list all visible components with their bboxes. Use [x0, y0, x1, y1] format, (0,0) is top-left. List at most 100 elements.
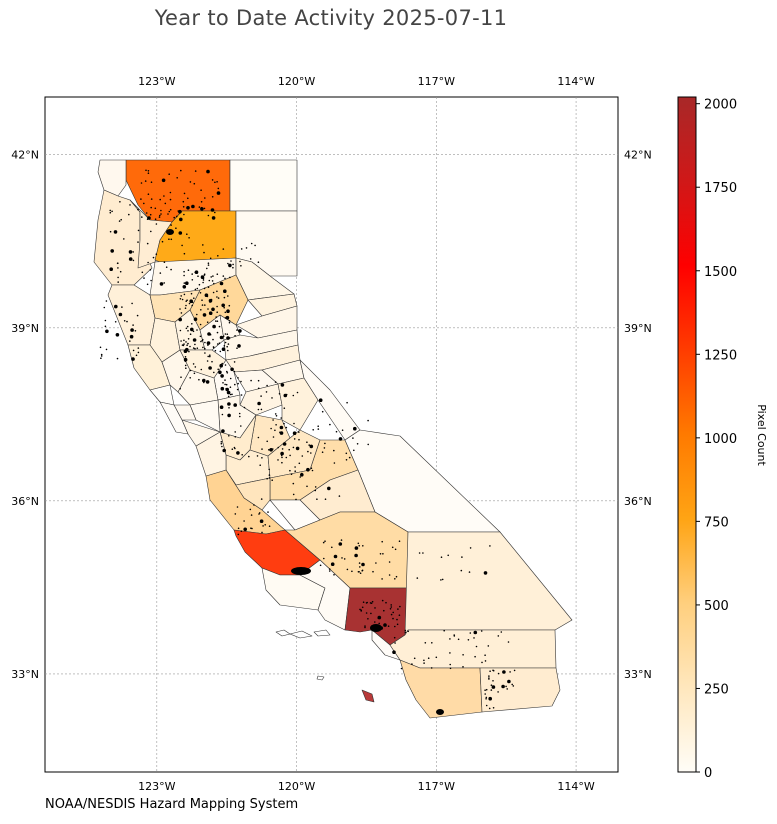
fire-detection [396, 623, 399, 626]
fire-detection [152, 256, 155, 259]
fire-detection [220, 386, 225, 391]
fire-detection [484, 660, 487, 662]
fire-detection [187, 348, 189, 351]
fire-detection [194, 347, 196, 350]
fire-detection [137, 241, 139, 243]
fire-detection [324, 540, 326, 542]
fire-detection [164, 202, 167, 205]
fire-detection [132, 324, 134, 326]
fire-detection [189, 181, 192, 183]
fire-detection [143, 277, 145, 279]
fire-detection [216, 296, 218, 298]
fire-detection [236, 329, 238, 331]
fire-detection [298, 438, 300, 441]
fire-detection [119, 270, 122, 273]
fire-detection [228, 263, 232, 268]
fire-detection [290, 473, 293, 476]
fire-detection [314, 486, 317, 488]
fire-detection [308, 444, 311, 446]
fire-detection [150, 230, 152, 233]
fire-detection [181, 298, 184, 301]
fire-detection [413, 657, 416, 660]
fire-detection [485, 688, 488, 691]
fire-detection [294, 466, 296, 468]
fire-detection [295, 446, 300, 451]
fire-detection [400, 667, 403, 670]
fire-detection [392, 617, 394, 620]
fire-detection [103, 306, 106, 309]
fire-detection [369, 602, 372, 604]
fire-detection [341, 429, 344, 432]
fire-detection [480, 630, 483, 632]
fire-detection [192, 347, 195, 349]
fire-detection [203, 274, 206, 276]
fire-detection [206, 169, 210, 174]
fire-detection [249, 258, 252, 260]
fire-detection [488, 707, 491, 710]
fire-detection [240, 425, 242, 427]
fire-detection [211, 280, 214, 282]
fire-detection [424, 642, 427, 644]
fire-detection [330, 562, 335, 566]
fire-detection [219, 335, 224, 340]
fire-detection [118, 220, 121, 222]
fire-detection [316, 498, 318, 501]
fire-detection [184, 364, 187, 367]
fire-detection [280, 451, 284, 456]
fire-detection [461, 556, 463, 558]
fire-detection [211, 179, 214, 181]
fire-detection [346, 568, 349, 571]
fire-detection [207, 264, 210, 266]
fire-detection [199, 335, 202, 338]
fire-detection [245, 247, 248, 249]
fire-detection [183, 274, 185, 277]
fire-detection [228, 304, 231, 307]
fire-detection [200, 189, 202, 191]
fire-detection [374, 607, 376, 609]
latitude-labels-left: 42°N 39°N 36°N 33°N [11, 149, 39, 681]
fire-detection [222, 275, 225, 277]
fire-detection [260, 395, 262, 397]
lon-label-top: 114°W [557, 75, 594, 88]
fire-detection [147, 170, 150, 172]
fire-detection [149, 269, 152, 271]
fire-detection [104, 319, 107, 322]
fire-detection [335, 430, 338, 433]
fire-detection [144, 180, 147, 182]
fire-detection [212, 324, 216, 329]
fire-detection [116, 357, 119, 360]
fire-detection [236, 506, 239, 508]
fire-detection [240, 248, 243, 250]
fire-detection [395, 575, 398, 578]
fire-detection [201, 275, 203, 277]
fire-detection [126, 320, 128, 323]
fire-detection [268, 449, 270, 451]
fire-detection [511, 683, 513, 686]
fire-detection [117, 281, 119, 283]
fire-detection [137, 347, 140, 349]
fire-detection [185, 327, 188, 330]
fire-detection [208, 366, 212, 370]
fire-detection [378, 622, 381, 625]
fire-detection [507, 679, 511, 684]
fire-detection [283, 407, 286, 410]
county-nevada [235, 305, 298, 339]
fire-detection [141, 216, 143, 218]
fire-detection [212, 275, 214, 277]
fire-detection [227, 413, 231, 418]
fire-detection [212, 291, 215, 294]
fire-detection [191, 304, 193, 307]
fire-detection [372, 570, 374, 573]
fire-detection [362, 545, 364, 547]
fire-detection [462, 654, 464, 656]
fire-detection [183, 357, 188, 362]
fire-detection [202, 277, 205, 280]
fire-detection [228, 407, 230, 409]
fire-detection [398, 614, 401, 616]
fire-detection [210, 298, 213, 301]
fire-detection [457, 638, 460, 641]
fire-detection [321, 410, 324, 413]
fire-detection [329, 423, 331, 426]
fire-detection [216, 320, 219, 323]
fire-detection [193, 182, 196, 185]
